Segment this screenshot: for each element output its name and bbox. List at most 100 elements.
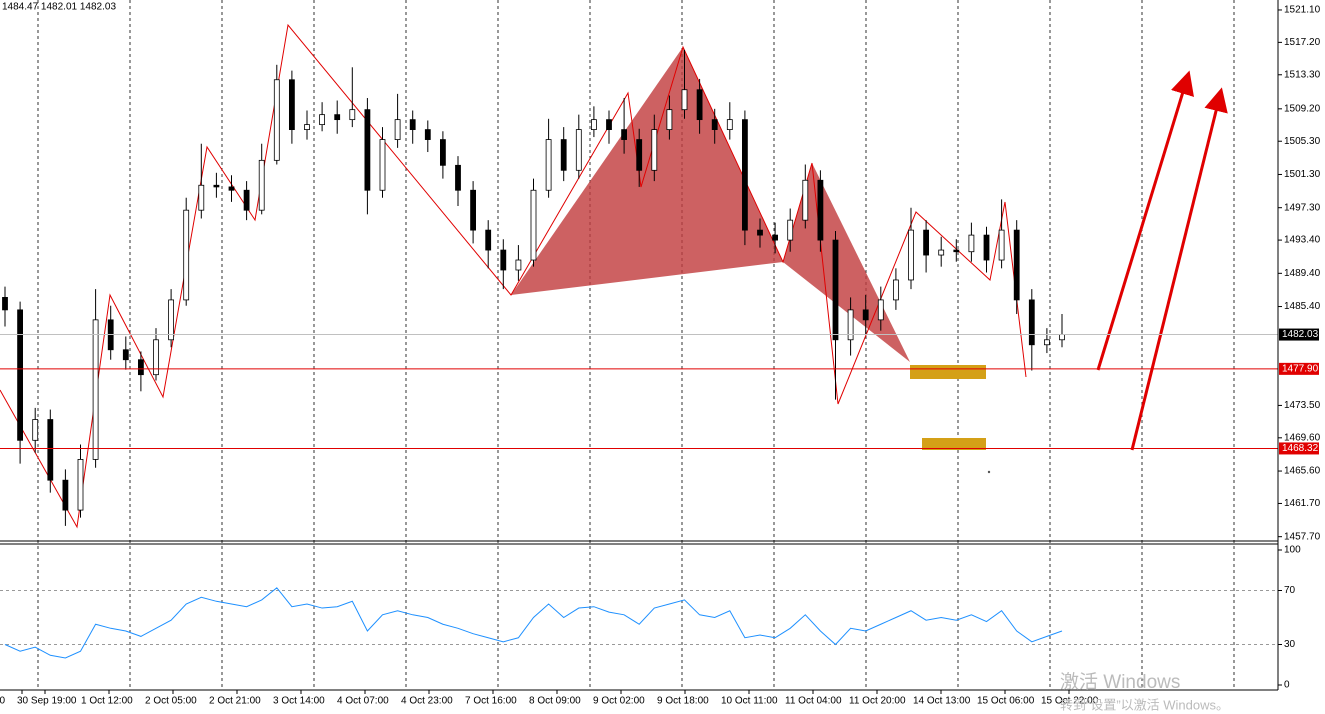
candle-body: [1013, 229, 1020, 301]
candle-body: [515, 259, 522, 271]
harmonic-pattern: [511, 47, 783, 295]
candle-body: [379, 139, 386, 191]
y-tick-label: 1461.70: [1284, 498, 1321, 509]
candle-body: [304, 124, 310, 131]
x-tick-label: 3 Oct 14:00: [273, 696, 325, 707]
zigzag: [0, 23, 1027, 529]
candle-body: [847, 309, 854, 341]
price-line-label: 1468.32: [1282, 443, 1319, 454]
candle-body: [500, 249, 507, 271]
candle-body: [1028, 299, 1035, 346]
plot: 1521.10 1517.20 1513.30 1509.20 1505.30 1501.…: [0, 5, 1321, 707]
candle-body: [998, 229, 1005, 261]
x-tick-label: 9 Oct 02:00: [593, 696, 645, 707]
arrow: [1130, 87, 1228, 451]
watermark-title: 激活 Windows: [1060, 671, 1180, 693]
y-tick-label: 1489.40: [1284, 268, 1321, 279]
candle-body: [17, 309, 24, 441]
candle-body: [742, 119, 748, 231]
y-tick-label: 0: [1284, 680, 1290, 691]
candle-body: [560, 139, 567, 171]
candle-body: [228, 186, 235, 191]
y-tick-label: 1517.20: [1284, 37, 1321, 48]
x-tick-label: 2 Oct 21:00: [209, 696, 261, 707]
candle-body: [334, 114, 341, 121]
candle-body: [802, 179, 809, 221]
target-zone: [922, 438, 986, 450]
x-tick-label: 8 Oct 09:00: [529, 696, 581, 707]
y-tick-label: 100: [1284, 545, 1301, 556]
candle-body: [908, 229, 914, 281]
x-tick-label: 00: [0, 696, 6, 707]
candle-body: [122, 349, 129, 361]
candle-body: [439, 139, 446, 166]
candle-body: [923, 229, 929, 256]
candle-body: [409, 119, 416, 130]
candle-body: [183, 209, 190, 301]
time-grid: [37, 0, 1235, 690]
price-line-label: 1477.90: [1282, 364, 1319, 375]
x-tick-label: 7 Oct 16:00: [465, 696, 517, 707]
candle-body: [681, 89, 688, 111]
candle-body: [606, 119, 612, 130]
candle-body: [485, 229, 492, 251]
candle-body: [832, 239, 839, 341]
price-line-box: [1279, 442, 1319, 455]
candle-body: [651, 129, 658, 171]
candle-body: [455, 164, 461, 191]
candle-body: [938, 249, 945, 256]
y-tick-label: 1457.70: [1284, 531, 1321, 542]
candle-body: [424, 129, 431, 140]
candle-body: [953, 249, 960, 253]
candle-body: [213, 184, 220, 188]
candle-body: [137, 359, 144, 376]
y-tick-label: 30: [1284, 639, 1296, 650]
candle-body: [364, 109, 371, 191]
candle-body: [349, 109, 356, 121]
y-tick-label: 1509.20: [1284, 103, 1321, 114]
candle-body: [591, 119, 597, 130]
candle-body: [470, 189, 477, 231]
dot: [987, 470, 991, 474]
target-zone: [910, 365, 986, 379]
candle-body: [77, 459, 84, 511]
candle-body: [243, 189, 250, 211]
candle-body: [153, 339, 159, 376]
current-price-box: [1279, 328, 1319, 341]
x-tick-label: 4 Oct 23:00: [401, 696, 453, 707]
candle-body: [288, 79, 295, 130]
candle-body: [621, 129, 627, 140]
x-tick-label: 10 Oct 11:00: [721, 696, 778, 707]
y-tick-label: 1505.30: [1284, 136, 1321, 147]
x-tick-label: 11 Oct 20:00: [849, 696, 906, 707]
candle-body: [168, 299, 175, 341]
candle-body: [696, 89, 703, 121]
x-tick-label: 14 Oct 13:00: [913, 696, 971, 707]
rsi-line: [4, 587, 1063, 659]
watermark-text: 转到“设置”以激活 Windows。: [1060, 697, 1229, 712]
candle-body: [273, 79, 280, 161]
y-tick-label: 1469.60: [1284, 432, 1321, 443]
candle-body: [1059, 334, 1065, 341]
candle-body: [636, 139, 643, 171]
x-tick-label: 2 Oct 05:00: [145, 696, 197, 707]
x-tick-label: 15 Oct 22:00: [1041, 696, 1099, 707]
y-tick-label: 1513.30: [1284, 69, 1321, 80]
candle-body: [968, 234, 975, 253]
candle-body: [726, 119, 733, 130]
candle-body: [983, 234, 990, 261]
x-tick-label: 11 Oct 04:00: [785, 696, 842, 707]
candle-body: [787, 219, 794, 241]
header: 1484.47 1482.01 1482.03: [2, 2, 116, 13]
candle-body: [47, 419, 54, 481]
price-line-box: [1279, 362, 1319, 375]
candle-body: [817, 179, 824, 241]
x-tick-label: 30 Sep 19:00: [17, 696, 77, 707]
candle-body: [1044, 339, 1050, 346]
candle-body: [877, 299, 884, 321]
candle-body: [2, 297, 8, 311]
candle-body: [757, 229, 763, 236]
x-tick-label: 15 Oct 06:00: [977, 696, 1035, 707]
